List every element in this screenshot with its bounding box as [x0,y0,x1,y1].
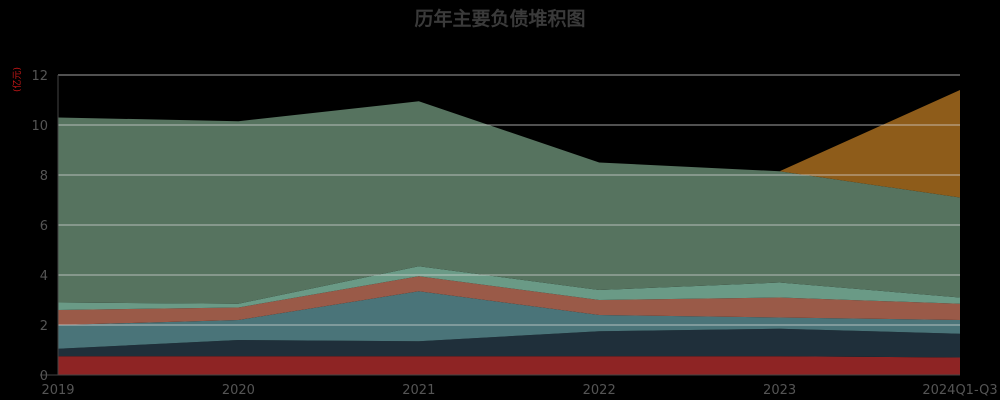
y-tick-label: 10 [31,119,48,134]
area-series-1 [58,356,960,375]
x-tick-label: 2021 [402,383,435,398]
chart-title: 历年主要负债堆积图 [414,8,586,30]
area-series-3 [58,291,960,349]
area-series-2 [58,328,960,358]
tick-labels: 0 2 4 6 8 10 12 2019 2020 2021 2022 2023 2024Q1-Q3 [31,69,997,398]
y-tick-label: 2 [40,319,48,334]
y-tick-label: 8 [40,169,48,184]
axes [40,75,960,376]
area-series-5 [58,266,960,310]
x-tick-label: 2022 [583,383,616,398]
y-tick-label: 6 [40,219,48,234]
x-tick-label: 2024Q1-Q3 [922,383,997,398]
x-tick-label: 2019 [41,383,74,398]
y-tick-label: 4 [40,269,48,284]
area-series-6 [58,101,960,304]
x-tick-label: 2020 [222,383,255,398]
grid-lines [58,74,960,326]
y-tick-label: 12 [31,69,48,84]
y-tick-label: 0 [40,369,48,384]
area-series-4 [58,276,960,325]
area-layers [58,90,960,375]
x-tick-label: 2023 [763,383,796,398]
